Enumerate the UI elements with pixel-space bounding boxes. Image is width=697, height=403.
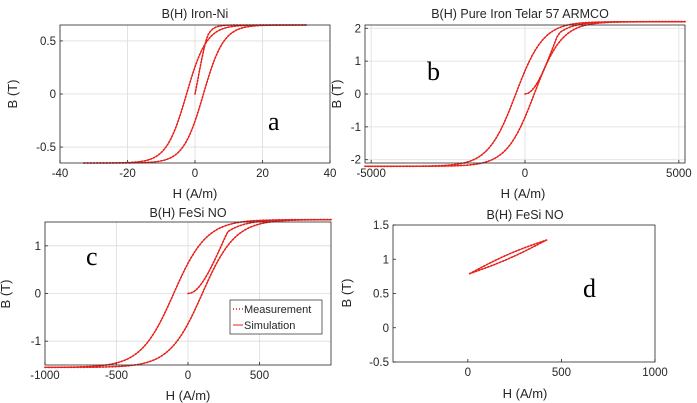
branch-descending-measurement	[44, 218, 332, 369]
panel-d-title: B(H) FeSi NO	[486, 208, 563, 222]
y-tick-label: 0	[383, 323, 389, 335]
y-tick-label: -0.5	[36, 142, 56, 154]
panel-b-ylabel: B (T)	[329, 80, 344, 109]
panel-c-xlabel: H (A/m)	[166, 388, 211, 403]
y-tick-label: -0.5	[369, 357, 389, 369]
panel-b-xticks: -5000 0 5000	[356, 160, 692, 180]
panel-b-yticks: -2 -1 0 1 2	[351, 23, 368, 167]
y-tick-label: 0	[35, 289, 41, 301]
y-tick-label: 1	[355, 56, 361, 68]
y-tick-label: 1	[383, 254, 389, 266]
initial-curve-measurement	[187, 218, 332, 295]
panel-a: -40 -20 0 20 40 -0.5 0 0.5 B(H) Iron-Ni H (A/m…	[5, 7, 336, 201]
minor-loop-lower-simulation	[469, 239, 547, 275]
panel-d-ylabel: B (T)	[339, 279, 354, 308]
legend-box	[229, 299, 323, 335]
panel-d-xlabel: H (A/m)	[503, 386, 548, 401]
legend-label-simulation: Simulation	[244, 320, 295, 332]
y-tick-label: -1	[351, 122, 361, 134]
panel-d-letter: d	[583, 274, 596, 303]
panel-d-curve	[468, 239, 548, 275]
panel-b-letter: b	[427, 57, 440, 86]
panel-b-title: B(H) Pure Iron Telar 57 ARMCO	[431, 7, 609, 21]
panel-d: 0 500 1000 -0.5 0 0.5 1 1.5 B(H) FeSi NO H (A/…	[339, 208, 668, 401]
x-tick-label: 0	[192, 168, 198, 180]
panel-c-legend: Measurement Simulation	[229, 299, 323, 335]
x-tick-label: -1000	[30, 370, 59, 382]
x-tick-label: 40	[324, 168, 337, 180]
x-tick-label: 5000	[666, 168, 692, 180]
x-tick-label: 500	[552, 367, 571, 379]
x-tick-label: 0	[522, 168, 528, 180]
x-tick-label: 500	[250, 370, 269, 382]
panel-a-axes-box	[59, 24, 331, 164]
y-tick-label: 0.5	[373, 289, 389, 301]
panel-a-letter: a	[268, 107, 280, 136]
x-tick-label: -500	[105, 370, 128, 382]
y-tick-label: 1.5	[373, 220, 389, 232]
panel-d-yticks: -0.5 0 0.5 1 1.5	[369, 220, 396, 369]
panel-b-curve	[364, 20, 686, 168]
y-tick-label: 1	[35, 241, 41, 253]
y-tick-label: -2	[351, 155, 361, 167]
x-tick-label: -40	[52, 168, 69, 180]
y-tick-label: -1	[31, 336, 41, 348]
panel-d-xticks: 0 500 1000	[465, 359, 668, 379]
panel-d-axes-box	[392, 224, 656, 363]
panel-a-title: B(H) Iron-Ni	[162, 7, 229, 21]
x-tick-label: 0	[185, 370, 191, 382]
panel-c-yticks: -1 0 1	[31, 241, 48, 348]
legend-label-measurement: Measurement	[244, 304, 311, 316]
panel-c-xticks: -1000 -500 0 500	[30, 362, 269, 382]
panel-a-xticks: -40 -20 0 20 40	[52, 160, 337, 180]
x-tick-label: 1000	[642, 367, 668, 379]
panel-c-curve	[44, 218, 332, 369]
x-tick-label: 20	[256, 168, 269, 180]
y-tick-label: 0.5	[40, 36, 56, 48]
branch-descending-measurement	[364, 20, 686, 168]
x-tick-label: 0	[465, 367, 471, 379]
panel-c-title: B(H) FeSi NO	[149, 206, 226, 220]
panel-a-ylabel: B (T)	[5, 80, 20, 109]
minor-loop-upper-simulation	[469, 239, 547, 275]
minor-loop-upper-measurement	[468, 239, 548, 275]
minor-loop-lower-measurement	[468, 239, 548, 275]
x-tick-label: -20	[119, 168, 136, 180]
panel-b-xlabel: H (A/m)	[501, 186, 546, 201]
panel-c-axes-box	[44, 221, 332, 366]
panel-c-ylabel: B (T)	[0, 280, 13, 309]
initial-curve-measurement	[524, 20, 686, 95]
panel-b: -5000 0 5000 -2 -1 0 1 2 B(H) Pure Iron Telar …	[329, 7, 692, 201]
y-tick-label: 0	[355, 89, 361, 101]
y-tick-label: 0	[50, 89, 56, 101]
panel-a-yticks: -0.5 0 0.5	[36, 36, 63, 154]
panel-a-xlabel: H (A/m)	[173, 186, 218, 201]
panel-c: -1000 -500 0 500 -1 0 1 Measurement Simulatio…	[0, 206, 332, 403]
x-tick-label: -5000	[356, 168, 385, 180]
panel-c-letter: c	[86, 242, 98, 271]
y-tick-label: 2	[355, 23, 361, 35]
panel-b-axes-box	[364, 24, 686, 164]
